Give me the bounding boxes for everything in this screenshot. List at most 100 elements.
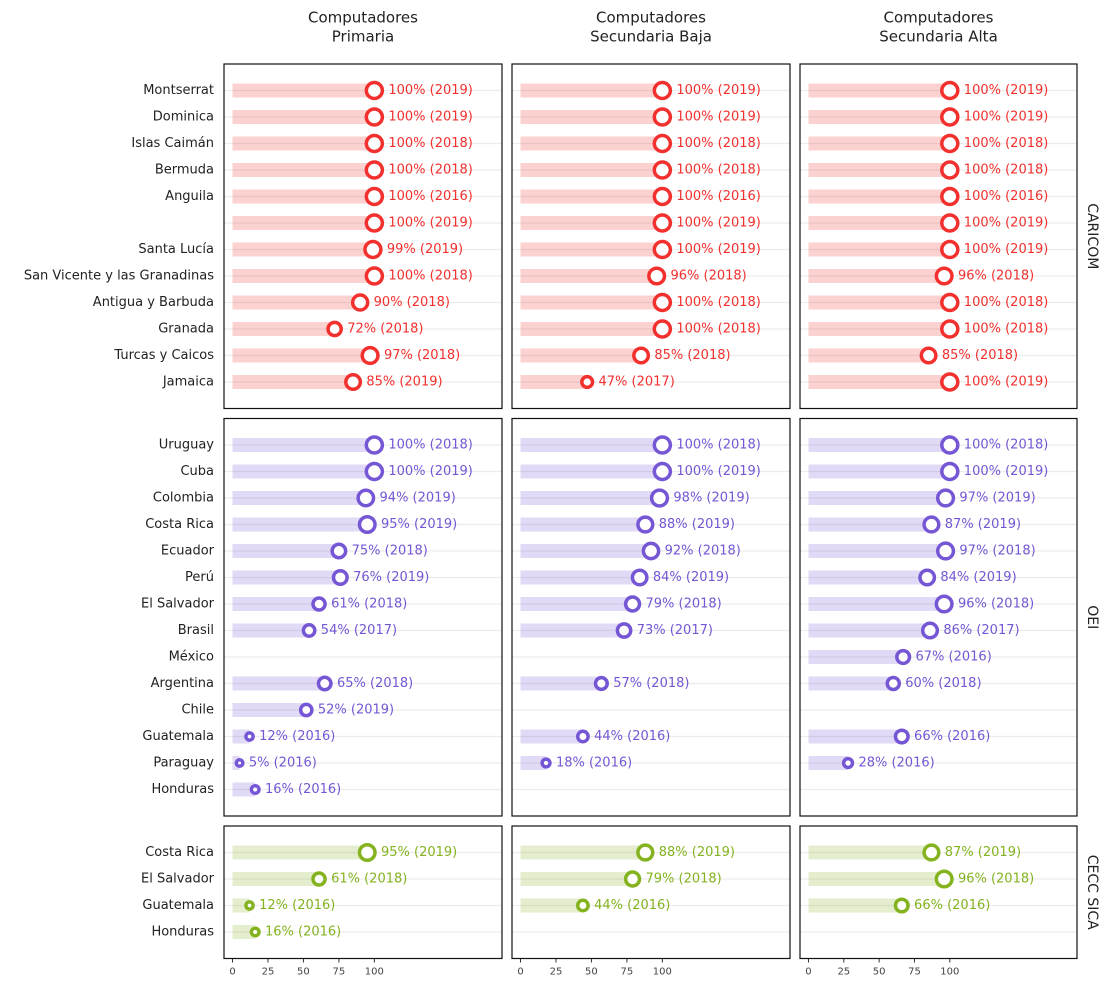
value-label: 87% (2019) bbox=[945, 845, 1021, 860]
x-tick-label: 100 bbox=[653, 967, 672, 978]
dot bbox=[350, 293, 370, 312]
dot bbox=[364, 80, 385, 101]
value-label: 100% (2018) bbox=[676, 438, 761, 453]
value-label: 52% (2019) bbox=[318, 703, 394, 718]
category-label: Guatemala bbox=[142, 898, 214, 913]
bar bbox=[232, 544, 339, 558]
bar bbox=[808, 544, 946, 558]
value-label: 96% (2018) bbox=[670, 269, 746, 284]
value-label: 100% (2019) bbox=[964, 375, 1049, 390]
value-label: 44% (2016) bbox=[594, 729, 670, 744]
dot bbox=[652, 292, 673, 313]
value-label: 87% (2019) bbox=[945, 517, 1021, 532]
value-label: 94% (2019) bbox=[380, 491, 456, 506]
bar bbox=[808, 216, 950, 230]
dot bbox=[652, 80, 673, 101]
bar bbox=[520, 269, 657, 283]
dot bbox=[649, 488, 670, 508]
bar bbox=[232, 729, 250, 744]
value-label: 100% (2019) bbox=[388, 464, 473, 479]
value-label: 5% (2016) bbox=[249, 756, 317, 771]
dot bbox=[919, 346, 938, 365]
dot bbox=[893, 728, 910, 745]
value-label: 100% (2019) bbox=[676, 110, 761, 125]
bar bbox=[808, 269, 945, 283]
dot bbox=[652, 213, 673, 233]
category-label: Antigua y Barbuda bbox=[93, 295, 214, 310]
category-label: Granada bbox=[158, 322, 214, 337]
dot bbox=[311, 596, 327, 612]
x-tick-label: 25 bbox=[550, 967, 563, 978]
x-tick-label: 50 bbox=[297, 967, 310, 978]
x-tick-label: 50 bbox=[873, 967, 886, 978]
dot bbox=[935, 488, 956, 508]
dot bbox=[895, 648, 912, 666]
value-label: 60% (2018) bbox=[905, 676, 981, 691]
bar bbox=[232, 189, 375, 204]
dot bbox=[934, 266, 954, 286]
dot bbox=[234, 758, 245, 768]
category-label: Argentina bbox=[151, 676, 214, 691]
value-label: 76% (2019) bbox=[353, 570, 429, 585]
dot bbox=[641, 541, 661, 561]
value-label: 65% (2018) bbox=[337, 676, 413, 691]
category-label: Colombia bbox=[153, 491, 214, 506]
bar bbox=[520, 216, 663, 230]
panel-border bbox=[511, 63, 791, 410]
value-label: 66% (2016) bbox=[914, 898, 990, 913]
dot bbox=[364, 213, 385, 233]
dot bbox=[934, 869, 954, 889]
value-label: 100% (2019) bbox=[964, 110, 1049, 125]
value-label: 18% (2016) bbox=[556, 756, 632, 771]
bar bbox=[520, 898, 583, 913]
value-label: 100% (2018) bbox=[676, 322, 761, 337]
column-title: Computadores bbox=[308, 9, 418, 27]
dot bbox=[652, 160, 673, 180]
value-label: 85% (2018) bbox=[654, 348, 730, 363]
dot bbox=[316, 675, 333, 692]
bar bbox=[520, 348, 642, 363]
category-label: Uruguay bbox=[159, 438, 215, 453]
category-label: Honduras bbox=[151, 782, 214, 797]
value-label: 99% (2019) bbox=[387, 242, 463, 257]
dot bbox=[940, 372, 960, 392]
value-label: 54% (2017) bbox=[321, 623, 397, 638]
dot bbox=[364, 461, 385, 482]
bar bbox=[808, 756, 849, 770]
bar bbox=[232, 83, 375, 98]
value-label: 61% (2018) bbox=[331, 872, 407, 887]
dot bbox=[652, 186, 673, 207]
bar bbox=[232, 348, 371, 363]
value-label: 100% (2019) bbox=[676, 83, 761, 98]
bar bbox=[808, 438, 950, 452]
bar bbox=[232, 845, 368, 860]
value-label: 88% (2019) bbox=[659, 845, 735, 860]
dot bbox=[356, 488, 376, 508]
dot bbox=[918, 568, 937, 587]
bar bbox=[520, 491, 660, 505]
bar bbox=[232, 375, 354, 389]
dot bbox=[922, 843, 941, 862]
bar bbox=[808, 83, 950, 98]
dot bbox=[940, 80, 960, 101]
dot bbox=[940, 213, 960, 233]
dot bbox=[244, 900, 255, 911]
value-label: 88% (2019) bbox=[659, 517, 735, 532]
column-title: Primaria bbox=[332, 28, 394, 46]
dot bbox=[364, 160, 385, 180]
dot bbox=[298, 702, 314, 718]
bar bbox=[808, 348, 929, 363]
bar bbox=[808, 110, 950, 124]
value-label: 100% (2018) bbox=[964, 438, 1049, 453]
bar bbox=[808, 375, 950, 389]
value-label: 73% (2017) bbox=[637, 623, 713, 638]
bar bbox=[232, 703, 307, 717]
value-label: 57% (2018) bbox=[613, 676, 689, 691]
bar bbox=[520, 544, 651, 558]
value-label: 100% (2018) bbox=[388, 438, 473, 453]
category-label: El Salvador bbox=[141, 597, 215, 612]
bar bbox=[232, 517, 368, 532]
value-label: 16% (2016) bbox=[265, 925, 341, 940]
category-label: Brasil bbox=[178, 623, 214, 638]
value-label: 75% (2018) bbox=[352, 544, 428, 559]
